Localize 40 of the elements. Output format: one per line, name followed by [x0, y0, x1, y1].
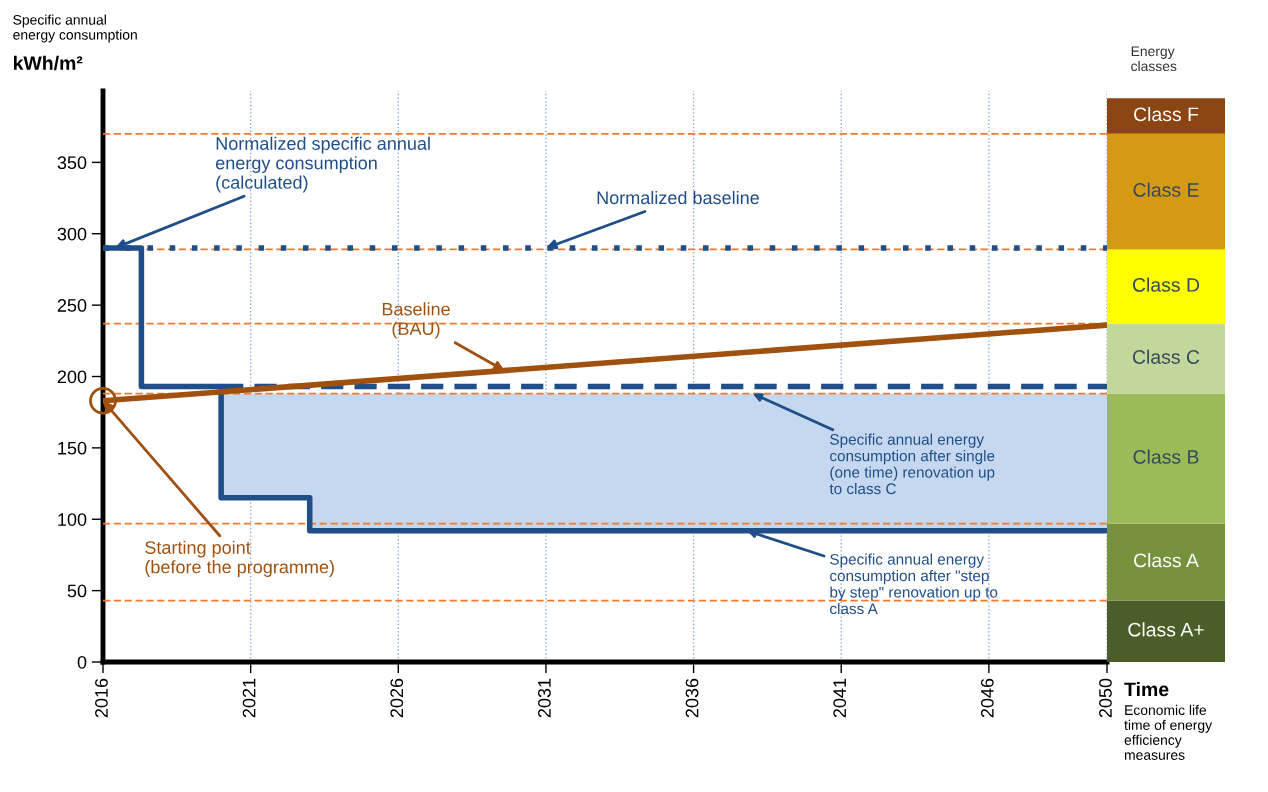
- y-axis-title: Specific annual energy consumption kWh/m²: [13, 14, 137, 71]
- y-tick-label: 200: [57, 370, 87, 384]
- bar: [1107, 323, 1225, 394]
- y-tick-label: 300: [57, 227, 87, 241]
- bar: [1107, 133, 1225, 250]
- text: Economic life time of energy efficiency measures: [1124, 704, 1213, 760]
- x-tick-label: 2046: [980, 678, 994, 718]
- annotation: Normalized baseline: [597, 190, 759, 205]
- bar: [1107, 523, 1225, 601]
- bar: [1107, 98, 1225, 134]
- annotation: Normalized specific annual energy consumption (calculated): [215, 136, 430, 193]
- series-label: Class F: [1134, 106, 1199, 122]
- y-tick-label: 0: [77, 655, 87, 669]
- series-label: Class E: [1133, 182, 1199, 197]
- x-tick-label: 2016: [95, 678, 108, 718]
- annotation: Baseline (BAU): [382, 302, 450, 339]
- series-label: Class D: [1132, 277, 1200, 292]
- chart-title: Energy classes: [1131, 46, 1177, 72]
- y-tick-label: 100: [58, 513, 87, 526]
- series-label: Class A+: [1128, 622, 1204, 637]
- bar: [1107, 600, 1225, 662]
- annotation: Specific annual energy consumption after "step by step" renovation up to class A: [830, 553, 998, 615]
- bar: [1107, 393, 1225, 524]
- x-tick-label: 2036: [685, 678, 699, 718]
- series-label: Class B: [1133, 449, 1199, 464]
- x-tick-label: 2026: [390, 678, 404, 718]
- x-tick-label: 2041: [833, 678, 847, 718]
- x-tick-label: 2021: [242, 678, 256, 718]
- annotation: Specific annual energy consumption after single (one time) renovation up to class C: [829, 433, 995, 495]
- x-tick-label: 2050: [1099, 678, 1112, 718]
- y-tick-label: 150: [58, 441, 87, 455]
- series-label: Class A: [1134, 553, 1199, 568]
- annotation: Starting point (before the programme): [145, 540, 334, 577]
- series-label: Class C: [1132, 349, 1200, 364]
- x-axis-title: Time: [1124, 681, 1169, 697]
- y-tick-label: 250: [57, 299, 87, 312]
- x-tick-label: 2031: [538, 678, 551, 718]
- bar: [1107, 249, 1225, 324]
- y-tick-label: 50: [67, 584, 87, 598]
- y-tick-label: 350: [57, 156, 87, 170]
